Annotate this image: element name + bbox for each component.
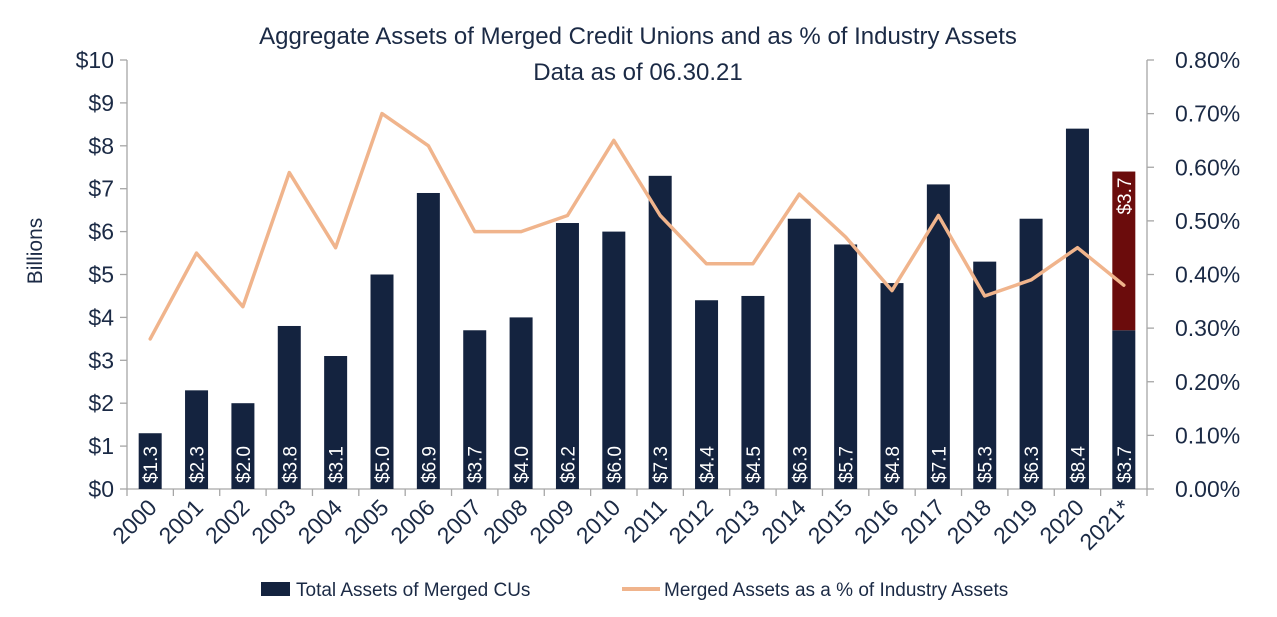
bar: [370, 274, 394, 489]
y-tick-label: $10: [76, 47, 114, 73]
bar: [880, 283, 904, 489]
x-tick-label: 2007: [432, 494, 487, 549]
y-tick-label: $5: [88, 262, 114, 288]
x-tick-label: 2015: [803, 494, 858, 549]
bar-projected-label: $3.7: [1115, 178, 1136, 215]
bar-value-label: $1.3: [141, 446, 162, 483]
bar-value-label: $4.8: [883, 446, 904, 483]
x-tick-label: 2019: [988, 494, 1043, 549]
y2-tick-label: 0.60%: [1175, 154, 1240, 180]
bar-value-label: $2.3: [188, 446, 209, 483]
bar-value-label: $3.7: [466, 446, 487, 483]
x-tick-label: 2005: [339, 494, 394, 549]
bar: [602, 231, 626, 489]
bar: [741, 295, 765, 489]
line-series: [148, 111, 1126, 341]
x-tick-label: 2003: [246, 494, 301, 549]
x-tick-label: 2001: [154, 494, 209, 549]
y-tick-label: $3: [88, 347, 114, 373]
y2-tick-label: 0.30%: [1175, 315, 1240, 341]
y2-tick-label: 0.00%: [1175, 476, 1240, 502]
percentage-line: [148, 111, 1126, 341]
y-tick-label: $6: [88, 219, 114, 245]
bar: [1019, 218, 1043, 490]
bar-projected: [1112, 171, 1136, 331]
x-tick-label: 2010: [571, 494, 626, 549]
y2-tick-label: 0.70%: [1175, 101, 1240, 127]
y2-tick-label: 0.80%: [1175, 47, 1240, 73]
bar: [185, 390, 209, 489]
legend-label-line: Merged Assets as a % of Industry Assets: [664, 580, 1008, 601]
bar-value-label: $6.3: [790, 446, 811, 483]
bar-value-label: $6.0: [605, 446, 626, 483]
x-tick-label: 2014: [756, 494, 811, 549]
chart-title: Aggregate Assets of Merged Credit Unions…: [259, 23, 1017, 50]
bar-value-label: $3.1: [327, 446, 348, 483]
bar-value-label: $5.7: [837, 446, 858, 483]
x-tick-label: 2021*: [1074, 494, 1135, 555]
bar-value-label: $7.1: [929, 446, 950, 483]
bar-value-label: $4.0: [512, 446, 533, 483]
bar: [277, 325, 301, 489]
y-tick-label: $1: [88, 433, 114, 459]
y-tick-label: $2: [88, 390, 114, 416]
y-tick-label: $4: [88, 304, 114, 330]
bar: [787, 218, 811, 490]
x-tick-label: 2008: [478, 494, 533, 549]
bar-value-label: $5.0: [373, 446, 394, 483]
x-tick-label: 2002: [200, 494, 255, 549]
x-tick-label: 2012: [664, 494, 719, 549]
bar: [1112, 330, 1136, 489]
bar-value-label: $6.9: [419, 446, 440, 483]
y2-tick-label: 0.50%: [1175, 208, 1240, 234]
bar: [926, 184, 950, 489]
legend-label-bars: Total Assets of Merged CUs: [296, 580, 530, 601]
bar-labels: $1.3 $2.3 $2.0 $3.8 $3.1 $5.0 $6.9 $3.7 $4.0 $6.2…: [141, 178, 1136, 483]
chart-subtitle: Data as of 06.30.21: [533, 59, 742, 86]
y2-tick-label: 0.40%: [1175, 262, 1240, 288]
y2-tick-label: 0.20%: [1175, 369, 1240, 395]
bar: [834, 244, 858, 489]
bar: [648, 175, 672, 489]
x-tick-label: 2016: [849, 494, 904, 549]
legend-bar-swatch: [261, 582, 290, 596]
bar: [231, 403, 255, 489]
bar: [138, 433, 162, 489]
x-tick-label: 2018: [942, 494, 997, 549]
x-tick-label: 2000: [107, 494, 162, 549]
bar-value-label: $4.4: [698, 446, 719, 483]
bar-value-label: $5.3: [976, 446, 997, 483]
y-tick-label: $8: [88, 133, 114, 159]
y-tick-label: $7: [88, 176, 114, 202]
bars: [138, 128, 1136, 490]
bar: [509, 317, 533, 489]
x-tick-label: 2011: [618, 494, 671, 547]
bar: [1065, 128, 1089, 489]
x-tick-label: 2017: [895, 494, 950, 549]
bar-value-label: $8.4: [1068, 446, 1089, 483]
bar-value-label: $6.2: [558, 446, 579, 483]
bar: [695, 300, 719, 489]
x-tick-label: 2006: [385, 494, 440, 549]
bar: [463, 330, 487, 489]
x-tick-label: 2004: [293, 494, 348, 549]
x-tick-label: 2013: [710, 494, 765, 549]
bar: [324, 356, 348, 489]
x-tick-label: 2009: [524, 494, 579, 549]
bar-value-label: $2.0: [234, 446, 255, 483]
bar: [416, 192, 440, 490]
bar: [555, 223, 579, 489]
y-axis-label: Billions: [24, 218, 47, 285]
bar-value-label: $6.3: [1022, 446, 1043, 483]
bar-value-label: $3.7: [1115, 446, 1136, 483]
bar-value-label: $7.3: [651, 446, 672, 483]
y-tick-label: $9: [88, 90, 114, 116]
y2-tick-label: 0.10%: [1175, 422, 1240, 448]
legend: Total Assets of Merged CUs Merged Assets…: [261, 580, 1008, 601]
bar-value-label: $3.8: [280, 446, 301, 483]
bar: [973, 261, 997, 489]
bar-value-label: $4.5: [744, 446, 765, 483]
y-tick-label: $0: [88, 476, 114, 502]
